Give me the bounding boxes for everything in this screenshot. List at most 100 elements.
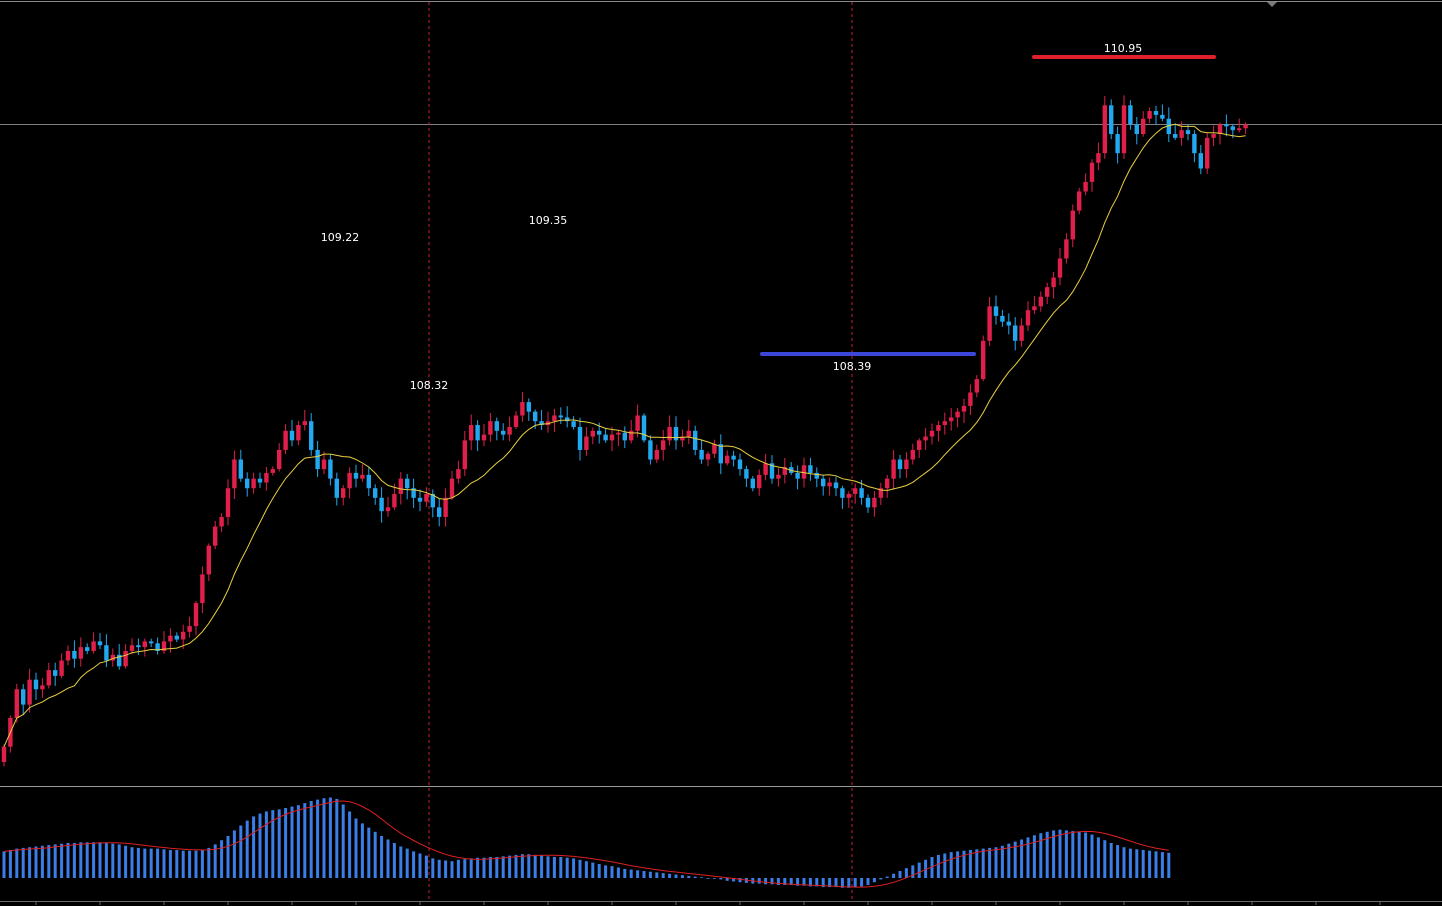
- bull-candle: [667, 415, 672, 446]
- bull-candle: [469, 414, 474, 451]
- oscillator-bar: [316, 799, 320, 878]
- bear-candle: [21, 684, 26, 716]
- bull-candle: [961, 398, 967, 424]
- candle-body: [161, 641, 167, 651]
- candle-body: [974, 379, 979, 393]
- candle-body: [206, 545, 211, 575]
- candle-body: [622, 432, 627, 441]
- oscillator-bar: [2, 851, 6, 878]
- moving-average-line: [3, 123, 1246, 747]
- oscillator-bar: [764, 878, 768, 885]
- candle-body: [1057, 258, 1063, 278]
- bull-candle: [1089, 159, 1095, 192]
- candle-body: [1217, 124, 1223, 135]
- candle-body: [219, 516, 224, 527]
- oscillator-bar: [879, 878, 883, 880]
- bear-candle: [85, 643, 90, 655]
- bull-candle: [520, 391, 525, 422]
- candle-body: [968, 392, 973, 406]
- bull-candle: [219, 513, 224, 533]
- oscillator-bar: [962, 850, 966, 878]
- candle-body: [629, 430, 634, 441]
- oscillator-bar: [456, 859, 460, 878]
- oscillator-bar: [776, 878, 780, 885]
- candle-body: [917, 440, 922, 450]
- bull-candle: [206, 543, 211, 582]
- candle-body: [213, 526, 218, 546]
- bull-candle: [341, 485, 346, 506]
- oscillator-bar: [290, 806, 294, 878]
- bull-candle: [123, 644, 128, 669]
- oscillator-bar: [853, 878, 857, 888]
- oscillator-bar: [1122, 847, 1126, 878]
- bear-candle: [379, 487, 384, 523]
- candle-body: [257, 478, 263, 483]
- oscillator-bar: [47, 845, 51, 878]
- oscillator-bar: [341, 804, 345, 878]
- candle-body: [373, 488, 378, 498]
- oscillator-bar: [1167, 852, 1171, 878]
- bull-candle: [283, 424, 288, 455]
- candle-body: [1173, 134, 1178, 138]
- candle-body: [91, 641, 96, 651]
- oscillator-bar: [322, 798, 326, 878]
- candle-body: [1230, 126, 1235, 131]
- oscillator-bar: [1045, 831, 1049, 878]
- candle-body: [891, 459, 896, 479]
- candle-body: [347, 472, 352, 489]
- oscillator-bar: [892, 873, 896, 878]
- bear-candle: [72, 640, 77, 668]
- bear-candle: [539, 409, 544, 431]
- oscillator-bar: [1007, 843, 1011, 878]
- oscillator-bar: [847, 878, 851, 888]
- bull-candle: [1243, 122, 1248, 135]
- candle-body: [987, 306, 992, 341]
- candle-body: [1166, 118, 1171, 135]
- candle-body: [353, 472, 359, 479]
- oscillator-bar: [565, 857, 569, 878]
- candle-body: [264, 472, 269, 483]
- oscillator-bar: [296, 805, 300, 878]
- oscillator-bar: [264, 811, 268, 878]
- swing-high-label-2: 109.35: [529, 214, 568, 227]
- bull-candle: [955, 408, 960, 428]
- price-labels: 109.22 108.32 109.35 108.39 110.95: [321, 42, 1143, 392]
- bear-candle: [1013, 317, 1018, 351]
- candle-body: [296, 425, 301, 441]
- candle-body: [366, 474, 371, 489]
- bull-candle: [872, 490, 877, 517]
- oscillator-bar: [828, 878, 832, 888]
- candle-body: [136, 645, 141, 648]
- bull-candle: [552, 408, 557, 432]
- oscillator-bar: [1071, 831, 1075, 878]
- oscillator-bar: [1052, 830, 1056, 878]
- oscillator-bar: [226, 836, 230, 878]
- vertical-markers: [428, 2, 853, 900]
- candle-body: [1128, 105, 1133, 125]
- candle-body: [277, 449, 282, 470]
- bear-candle: [833, 476, 839, 497]
- candle-body: [123, 650, 128, 667]
- candle-body: [334, 478, 339, 498]
- bull-candle: [270, 466, 275, 476]
- candle-body: [737, 459, 743, 470]
- candle-body: [942, 421, 947, 426]
- bull-candle: [878, 482, 883, 505]
- candle-body: [923, 436, 928, 441]
- candle-body: [840, 488, 845, 498]
- candle-body: [750, 478, 755, 489]
- oscillator-bar: [252, 816, 256, 878]
- bull-candle: [661, 429, 666, 461]
- candle-body: [565, 417, 570, 422]
- oscillator-bar: [309, 801, 313, 878]
- oscillator-bar: [1032, 835, 1036, 878]
- candle-body: [872, 497, 877, 508]
- bear-candle: [865, 494, 871, 513]
- bull-candle: [91, 632, 96, 654]
- candle-body: [661, 440, 666, 450]
- bull-candle: [846, 491, 851, 508]
- oscillator-bar: [770, 878, 774, 885]
- bull-candle: [1019, 318, 1024, 347]
